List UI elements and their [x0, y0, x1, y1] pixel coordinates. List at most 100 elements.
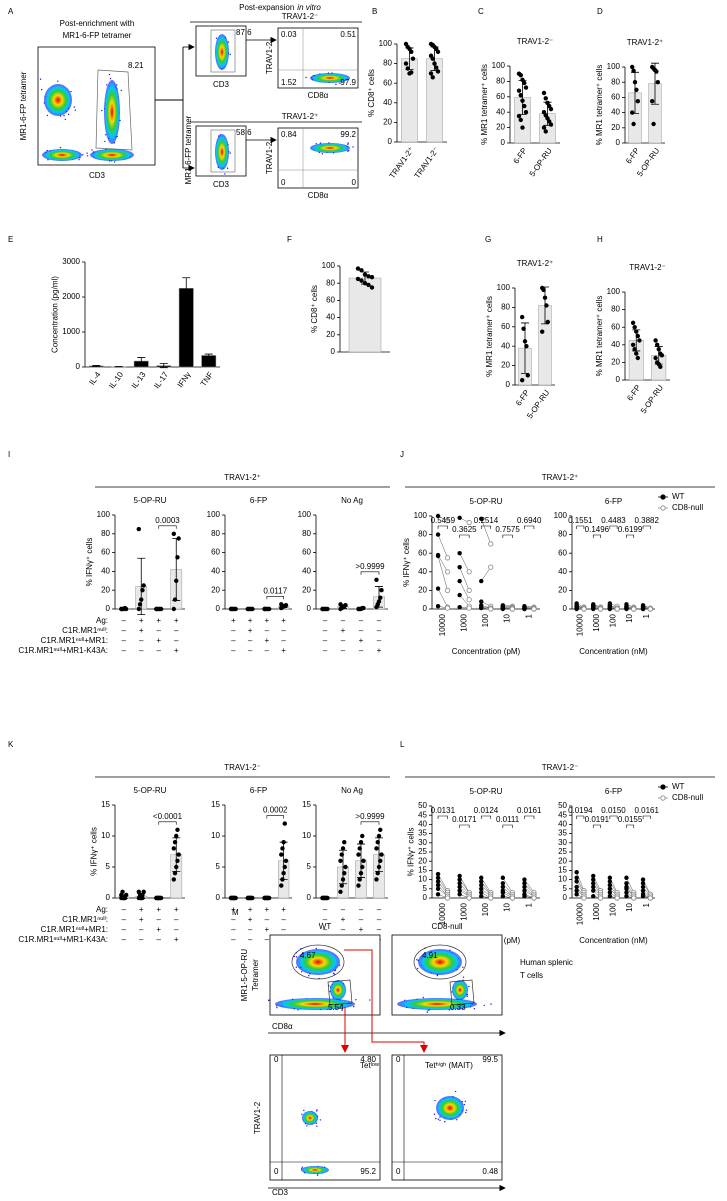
- density-dot: [416, 967, 419, 970]
- legend-marker: [660, 505, 666, 511]
- data-point: [435, 69, 441, 74]
- bracket: [266, 596, 284, 600]
- quadrant-value: 99.5: [482, 1055, 498, 1064]
- data-point: [444, 569, 451, 575]
- sign: +: [231, 616, 236, 625]
- data-point: [488, 541, 494, 547]
- density-dot: [104, 140, 106, 143]
- y-tick-label: 0: [423, 893, 428, 902]
- y-tick-label: 20: [326, 330, 335, 339]
- y-tick-label: 10: [302, 831, 311, 840]
- data-point: [444, 895, 451, 901]
- data-point: [647, 895, 653, 901]
- sign: +: [174, 905, 179, 914]
- sign: –: [377, 616, 382, 625]
- sign: –: [323, 636, 328, 645]
- y-tick-label: 20: [302, 585, 311, 594]
- density-dot: [416, 958, 418, 961]
- density-dot: [316, 1174, 319, 1176]
- y-tick-label: 100: [497, 283, 511, 292]
- data-point: [632, 80, 638, 85]
- y-tick-label: 100: [207, 510, 221, 519]
- x-tick-label: IL-4: [87, 370, 103, 387]
- data-point: [479, 516, 484, 521]
- data-point: [379, 588, 384, 593]
- density-dot: [100, 109, 103, 112]
- x-tick-label: 5-OP-RU: [639, 383, 665, 415]
- y-tick-label: 100: [607, 287, 621, 296]
- data-point: [457, 515, 462, 521]
- panel-letter: D: [597, 7, 603, 16]
- density-dot: [352, 146, 354, 148]
- data-point: [249, 895, 254, 901]
- density-dot: [466, 995, 468, 998]
- plot-frame: [277, 127, 359, 189]
- sign: –: [359, 905, 364, 914]
- data-point: [340, 846, 346, 851]
- bracket: [437, 815, 448, 819]
- data-point: [518, 93, 523, 98]
- data-point: [154, 606, 159, 612]
- data-point: [479, 879, 484, 884]
- title-italic: in vitro: [297, 3, 321, 12]
- density-dot: [436, 974, 439, 977]
- panel-letter: E: [8, 235, 13, 244]
- sign: –: [341, 905, 346, 914]
- panel-letter: A: [8, 7, 14, 16]
- p-value: 0.3882: [634, 516, 659, 525]
- quadrant-value: 95.2: [360, 1167, 376, 1176]
- row-label: C1R.MR1ⁿᵘˡˡ:: [62, 626, 108, 635]
- sign: –: [323, 626, 328, 635]
- legend-marker: [660, 784, 666, 790]
- bracket: [360, 571, 380, 575]
- x-tick-label: 10000: [575, 613, 584, 636]
- y-tick-label: 0: [307, 893, 312, 902]
- density-dot: [439, 1119, 441, 1122]
- pair-line: [459, 553, 470, 572]
- y-tick-label: 60: [418, 548, 427, 557]
- pair-line: [459, 567, 470, 591]
- quadrant-value: 0: [396, 1055, 401, 1064]
- data-point: [338, 602, 343, 607]
- data-point: [653, 338, 658, 343]
- data-point: [479, 893, 484, 899]
- density: [301, 1166, 329, 1174]
- density-dot: [434, 1099, 436, 1102]
- density-dot: [64, 118, 67, 121]
- axis-label: % IFNγ⁺ cells: [402, 538, 411, 587]
- data-point: [119, 606, 124, 612]
- x-tick-label: 6-FP: [625, 383, 642, 402]
- sign: –: [248, 636, 253, 645]
- data-point: [430, 75, 435, 80]
- sign: –: [281, 626, 286, 635]
- y-tick-label: 0: [501, 138, 506, 147]
- data-point: [488, 606, 494, 612]
- data-point: [653, 355, 658, 361]
- data-point: [541, 90, 547, 96]
- density-dot: [437, 1118, 440, 1120]
- y-tick-label: 40: [326, 313, 335, 322]
- data-point: [136, 526, 141, 532]
- axis-label: MR1-6-FP tetramer: [19, 71, 28, 140]
- bracket: [642, 815, 651, 819]
- x-tick-label: 6-FP: [512, 146, 529, 165]
- data-point: [520, 98, 525, 103]
- sign: +: [265, 905, 270, 914]
- sign: –: [122, 915, 127, 924]
- sign: –: [231, 935, 236, 944]
- data-point: [574, 888, 579, 893]
- data-point: [174, 833, 179, 839]
- y-tick-label: 25: [418, 847, 427, 856]
- bracket: [266, 815, 284, 819]
- density-dot: [215, 37, 218, 40]
- data-point: [378, 827, 383, 832]
- sign: –: [157, 935, 162, 944]
- column-title: WT: [319, 922, 332, 931]
- sign: –: [377, 925, 382, 934]
- data-point: [457, 578, 462, 584]
- y-tick-label: 0: [216, 604, 221, 613]
- quadrant-value: 0: [274, 1167, 279, 1176]
- axis-label: CD8α: [272, 1022, 293, 1031]
- density-dot: [355, 999, 357, 1001]
- quadrant-value: 0: [274, 1055, 279, 1064]
